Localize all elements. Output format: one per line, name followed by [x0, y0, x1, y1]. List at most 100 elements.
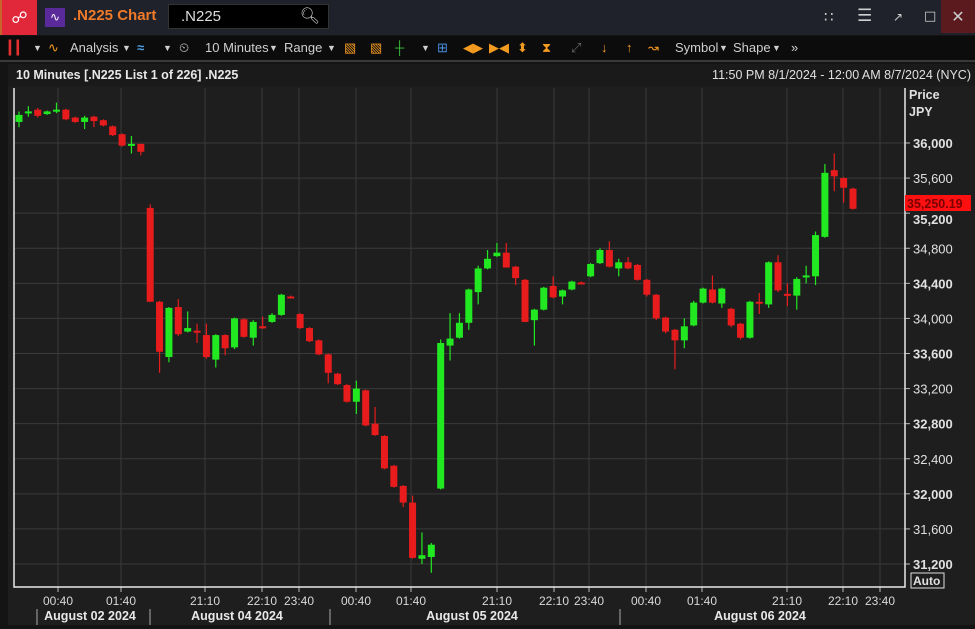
candle-body — [849, 188, 857, 209]
candle — [774, 255, 782, 293]
candle — [193, 323, 201, 343]
zoom-box-icon[interactable]: ⊞ — [437, 40, 448, 55]
arrow-up-icon[interactable]: ↑ — [626, 40, 633, 55]
link-icon[interactable]: ☍ — [2, 0, 37, 35]
candle — [455, 313, 463, 339]
candle — [371, 407, 379, 436]
search-value[interactable]: .N225 — [181, 8, 222, 25]
auto-scale-label[interactable]: Auto — [913, 574, 940, 588]
auto-scale-button[interactable] — [910, 572, 945, 589]
candle — [465, 288, 473, 330]
clock-icon[interactable]: ⏲ — [179, 40, 190, 55]
compare-icon[interactable]: ▧ — [370, 40, 383, 55]
chevron-down-icon[interactable]: ▼ — [33, 43, 42, 53]
menu-icon[interactable]: ☰ — [857, 6, 873, 26]
candle — [71, 116, 79, 123]
candlestick-icon[interactable]: ┃┃ — [6, 40, 22, 55]
range-dropdown[interactable]: Range — [284, 40, 323, 55]
candle — [596, 248, 604, 265]
candle — [446, 313, 454, 361]
crosshair-icon[interactable]: ┼ — [395, 40, 405, 55]
candle — [34, 107, 42, 118]
candle — [52, 102, 60, 114]
chevron-down-icon[interactable]: ▼ — [163, 43, 172, 53]
more-icon[interactable]: » — [791, 40, 799, 55]
chevron-down-icon[interactable]: ▼ — [421, 43, 430, 53]
y-tick-label: 31,200 — [913, 557, 953, 572]
candle — [680, 318, 688, 349]
candle — [334, 372, 342, 386]
candle — [62, 108, 70, 121]
candle-body — [455, 322, 463, 338]
line-chart-icon[interactable]: ▧ — [344, 40, 357, 55]
candle — [755, 292, 763, 315]
candle-body — [380, 435, 388, 469]
x-tick-label: 00:40 — [631, 594, 661, 608]
chevron-down-icon[interactable]: ▼ — [269, 43, 278, 53]
arrow-down-icon[interactable]: ↓ — [601, 40, 608, 55]
popout-icon[interactable]: ↗ — [893, 10, 904, 24]
candle-body — [568, 281, 576, 290]
search-icon[interactable]: 🔍︎ — [299, 8, 320, 25]
pan-icon[interactable]: ↝ — [648, 40, 659, 55]
close-icon[interactable]: ✕ — [941, 0, 975, 33]
candle — [315, 339, 323, 356]
date-label: August 04 2024 — [191, 609, 283, 623]
y-axis-title: Price — [909, 88, 940, 102]
chevron-down-icon[interactable]: ▼ — [772, 43, 781, 53]
shape-dropdown[interactable]: Shape — [733, 40, 771, 55]
candle-body — [793, 278, 801, 296]
candle — [90, 115, 98, 128]
overlay-icon[interactable]: ≈ — [137, 40, 145, 55]
candle-body — [296, 314, 304, 329]
compress-vertical-icon[interactable]: ⧗ — [542, 40, 552, 55]
candle — [268, 313, 276, 323]
chevron-down-icon[interactable]: ▼ — [122, 43, 131, 53]
x-tick-label: 21:10 — [772, 594, 802, 608]
candle — [671, 328, 679, 370]
y-tick-label: 36,000 — [913, 136, 953, 151]
candle — [380, 435, 388, 470]
x-tick-label: 22:10 — [247, 594, 277, 608]
expand-horizontal-icon[interactable]: ◀▶ — [463, 40, 483, 55]
symbol-dropdown[interactable]: Symbol — [675, 40, 719, 55]
candle-body — [343, 385, 351, 402]
analysis-button[interactable]: Analysis — [70, 40, 119, 55]
candle — [793, 277, 801, 310]
symbol-search-input[interactable]: .N225 🔍︎ — [168, 4, 329, 29]
analysis-icon[interactable]: ∿ — [48, 40, 59, 55]
candle — [765, 261, 773, 308]
fit-icon[interactable]: ⤢ — [571, 40, 582, 55]
candle-body — [90, 116, 98, 122]
y-axis-unit: JPY — [909, 105, 933, 119]
candle-body — [718, 288, 726, 304]
interval-dropdown[interactable]: 10 Minutes — [205, 40, 269, 55]
chart-app-icon: ∿ — [45, 8, 65, 27]
candle — [305, 327, 313, 343]
candle-body — [737, 323, 745, 338]
x-tick-label: 23:40 — [574, 594, 604, 608]
candlestick-chart[interactable]: 00:40 01:40 21:10 22:10 23:40 00:40 01:40 21:10… — [8, 86, 975, 625]
candle-body — [24, 111, 32, 114]
date-label: August 05 2024 — [426, 609, 518, 623]
x-tick-label: 23:40 — [865, 594, 895, 608]
candle — [605, 241, 613, 268]
maximize-icon[interactable]: □ — [924, 9, 937, 24]
chart-area[interactable]: 00:40 01:40 21:10 22:10 23:40 00:40 01:40 21:10… — [8, 86, 975, 625]
candle-body — [34, 109, 42, 116]
candle — [362, 389, 370, 427]
candle-body — [52, 109, 60, 112]
candle — [540, 286, 548, 311]
candle-body — [624, 262, 632, 269]
date-range: 11:50 PM 8/1/2024 - 12:00 AM 8/7/2024 (N… — [712, 68, 971, 82]
expand-vertical-icon[interactable]: ⬍ — [517, 40, 528, 55]
chevron-down-icon[interactable]: ▼ — [327, 43, 336, 53]
chevron-down-icon[interactable]: ▼ — [719, 43, 728, 53]
candle — [240, 318, 248, 338]
candle — [81, 115, 89, 129]
compress-horizontal-icon[interactable]: ▶◀ — [489, 40, 509, 55]
x-tick-label: 21:10 — [190, 594, 220, 608]
candle-body — [708, 289, 716, 303]
candle — [512, 265, 520, 286]
tree-icon[interactable]: ∷ — [824, 8, 834, 26]
